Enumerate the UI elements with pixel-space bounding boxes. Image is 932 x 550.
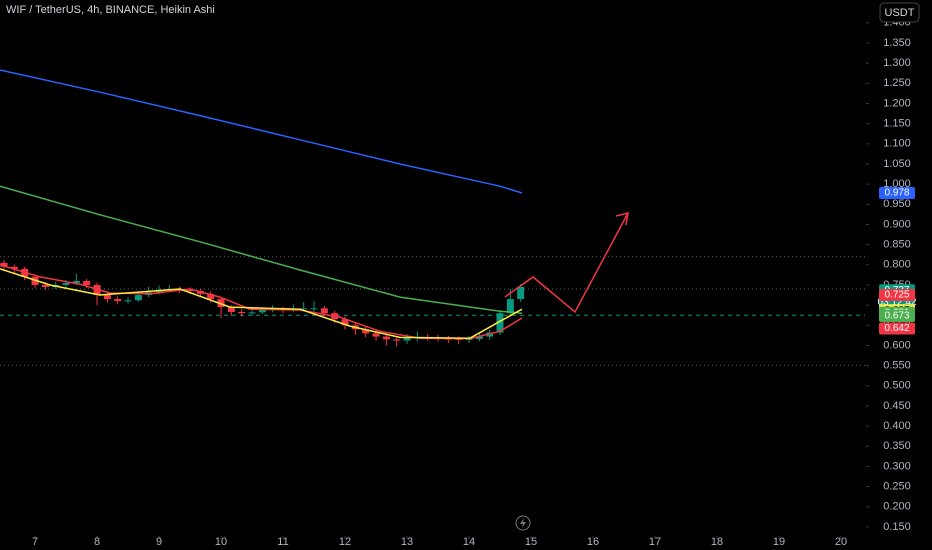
- y-tick-label: 1.350: [883, 37, 911, 49]
- candle-body: [238, 311, 246, 314]
- candle-body: [310, 308, 318, 310]
- ma-line: [0, 268, 523, 339]
- price-label-box: [879, 187, 915, 200]
- y-tick-label: 0.350: [883, 440, 911, 452]
- candle-body: [114, 299, 122, 302]
- candle-body: [300, 308, 308, 310]
- y-tick-label: 1.150: [883, 118, 911, 130]
- price-label: 0.978: [884, 188, 909, 199]
- candle-body: [41, 284, 49, 287]
- ma-line: [0, 185, 523, 314]
- countdown-label: 03:12:42: [878, 297, 917, 308]
- candle-body: [62, 282, 70, 285]
- candle-body: [207, 293, 215, 300]
- price-label: 0.725: [884, 290, 909, 301]
- candle-body: [475, 336, 483, 340]
- candle-body: [10, 266, 18, 269]
- candle-body: [465, 339, 473, 341]
- x-tick-label: 17: [649, 536, 661, 548]
- y-tick-label: 0.200: [883, 501, 911, 513]
- candle-body: [362, 329, 370, 334]
- candle-body: [382, 336, 390, 340]
- candle-body: [93, 284, 101, 296]
- price-label: 0.642: [884, 323, 909, 334]
- x-tick-label: 8: [94, 536, 100, 548]
- lightning-bolt: [520, 518, 526, 528]
- candle-body: [455, 339, 463, 341]
- price-label-box: [879, 310, 915, 323]
- lightning-icon[interactable]: [515, 515, 531, 531]
- x-tick-label: 13: [401, 536, 413, 548]
- x-tick-label: 12: [339, 536, 351, 548]
- y-tick-label: 0.850: [883, 239, 911, 251]
- x-tick-label: 7: [32, 536, 38, 548]
- y-tick-label: 1.050: [883, 158, 911, 170]
- currency-label[interactable]: USDT: [885, 7, 915, 19]
- candle-body: [517, 286, 525, 300]
- currency-button[interactable]: [879, 2, 920, 23]
- x-tick-label: 19: [773, 536, 785, 548]
- y-tick-label: 0.900: [883, 218, 911, 230]
- y-tick-label: 0.500: [883, 380, 911, 392]
- y-tick-label: 0.250: [883, 481, 911, 493]
- candle-body: [0, 262, 8, 267]
- arrow-head: [615, 211, 629, 226]
- candle-body: [393, 339, 401, 341]
- candle-body: [403, 338, 411, 341]
- y-tick-label: 0.450: [883, 400, 911, 412]
- y-tick-label: 1.250: [883, 77, 911, 89]
- candle-body: [372, 333, 380, 337]
- candle-body: [186, 289, 194, 292]
- x-tick-label: 11: [277, 536, 288, 548]
- y-tick-label: 0.800: [883, 259, 911, 271]
- chart-title: WIF / TetherUS, 4h, BINANCE, Heikin Ashi: [6, 4, 215, 16]
- candle-body: [134, 295, 142, 301]
- y-tick-label: 1.100: [883, 138, 911, 150]
- price-label-box: [879, 289, 915, 302]
- ma-line: [0, 69, 523, 194]
- x-tick-label: 14: [463, 536, 475, 548]
- y-tick-label: 0.150: [883, 521, 911, 533]
- y-tick-label: 1.200: [883, 97, 911, 109]
- y-tick-label: 0.400: [883, 420, 911, 432]
- y-tick-label: 0.950: [883, 198, 911, 210]
- y-tick-label: 0.300: [883, 460, 911, 472]
- price-label: 0.673: [884, 311, 909, 322]
- candle-body: [320, 308, 328, 314]
- x-tick-label: 15: [525, 536, 537, 548]
- candle-body: [103, 295, 111, 300]
- candle-body: [72, 280, 80, 283]
- price-label-box: [879, 322, 915, 335]
- y-tick-label: 0.600: [883, 339, 911, 351]
- plot-layer: [0, 69, 525, 347]
- candle-body: [496, 313, 504, 333]
- x-tick-label: 18: [711, 536, 723, 548]
- candle-body: [227, 307, 235, 312]
- x-tick-label: 20: [835, 536, 847, 548]
- candle-body: [258, 309, 266, 313]
- y-tick-label: 0.550: [883, 360, 911, 372]
- candle-body: [506, 299, 514, 314]
- candle-body: [341, 319, 349, 326]
- y-tick-label: 1.300: [883, 57, 911, 69]
- candle-body: [248, 312, 256, 314]
- x-tick-label: 10: [215, 536, 227, 548]
- x-tick-label: 16: [587, 536, 599, 548]
- grid-layer: [0, 256, 865, 366]
- candle-body: [124, 300, 132, 302]
- x-tick-label: 9: [156, 536, 162, 548]
- projection-arrow: [504, 212, 629, 314]
- candle-body: [83, 280, 91, 285]
